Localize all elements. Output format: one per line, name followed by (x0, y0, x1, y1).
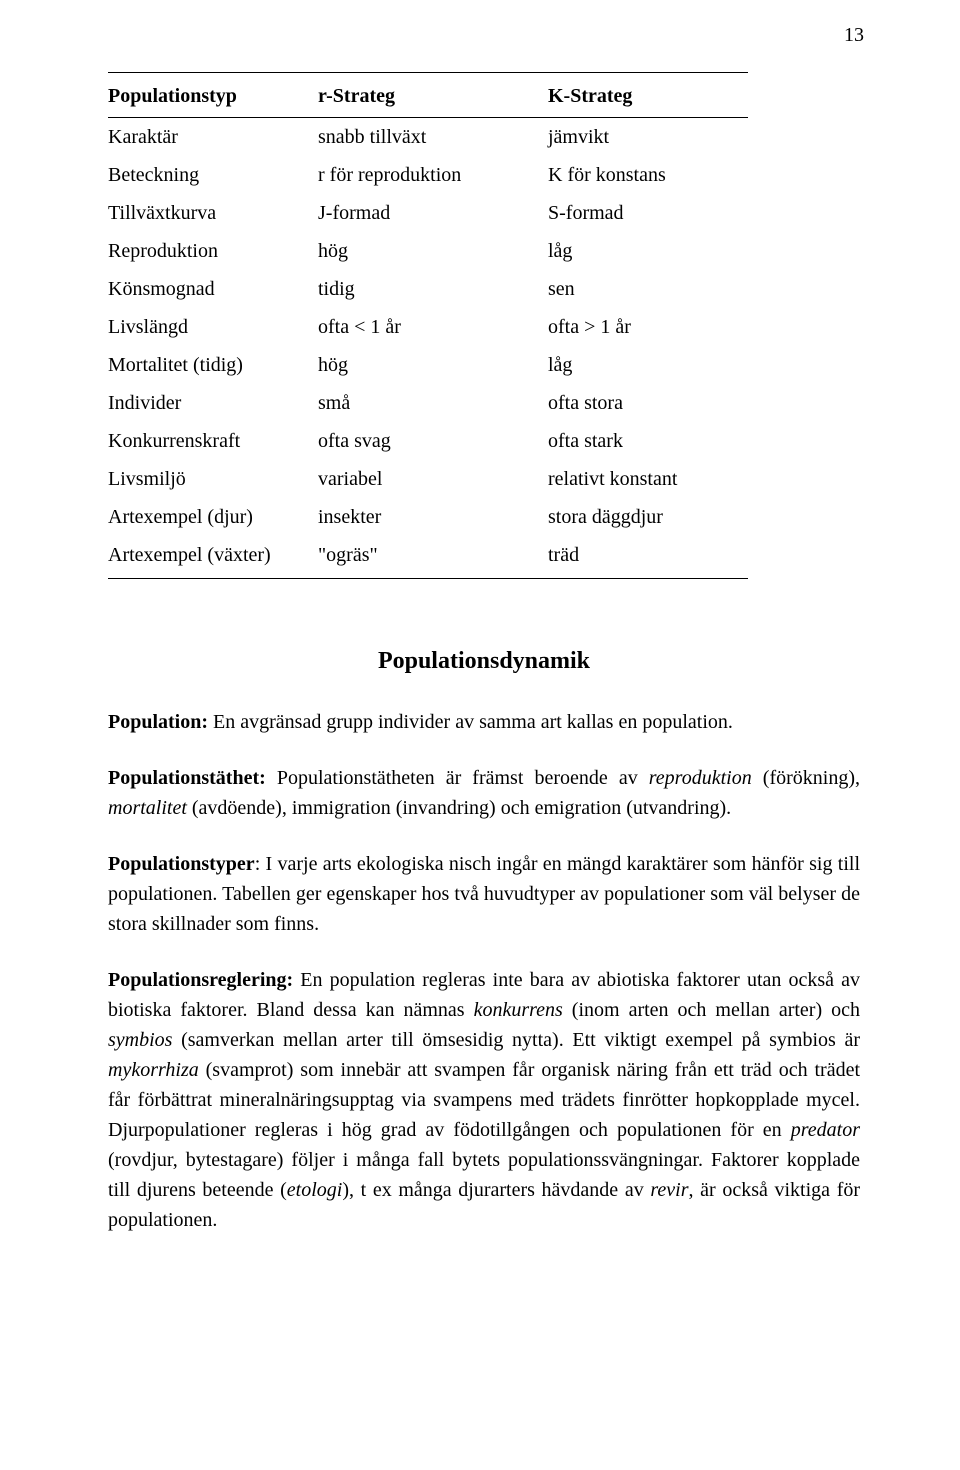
text: En avgränsad grupp individer av samma ar… (208, 711, 733, 733)
table-cell: Artexempel (växter) (108, 536, 318, 579)
table-cell: små (318, 384, 548, 422)
italic: etologi (287, 1179, 343, 1201)
paragraph-regulation: Populationsreglering: En population regl… (108, 965, 860, 1235)
table-cell: Artexempel (djur) (108, 498, 318, 536)
table-cell: "ogräs" (318, 536, 548, 579)
table-cell: ofta stark (548, 422, 748, 460)
section-heading: Populationsdynamik (108, 643, 860, 679)
table-cell: S-formad (548, 194, 748, 232)
text: (avdöende), immigration (invandring) och… (187, 797, 731, 819)
table-cell: J-formad (318, 194, 548, 232)
text: Populationstätheten är främst beroende a… (266, 767, 649, 789)
paragraph-density: Populationstäthet: Populationstätheten ä… (108, 763, 860, 823)
table-cell: K för konstans (548, 156, 748, 194)
italic: reproduktion (649, 767, 752, 789)
text: ), t ex många djurarters hävdande av (342, 1179, 650, 1201)
document-page: 13 Populationstyp r-Strateg K-Strateg Ka… (0, 0, 960, 1470)
paragraph-types: Populationstyper: I varje arts ekologisk… (108, 849, 860, 939)
table-cell: Konkurrenskraft (108, 422, 318, 460)
table-cell: sen (548, 270, 748, 308)
table-row: Artexempel (djur) insekter stora däggdju… (108, 498, 748, 536)
table-cell: låg (548, 232, 748, 270)
italic: symbios (108, 1029, 172, 1051)
table-row: Tillväxtkurva J-formad S-formad (108, 194, 748, 232)
table-cell: Individer (108, 384, 318, 422)
table-row: Mortalitet (tidig) hög låg (108, 346, 748, 384)
page-number: 13 (844, 20, 864, 50)
table-cell: Reproduktion (108, 232, 318, 270)
text: (svamprot) som innebär att svampen får o… (108, 1059, 860, 1141)
table-cell: tidig (318, 270, 548, 308)
table-cell: Livslängd (108, 308, 318, 346)
table-cell: ofta < 1 år (318, 308, 548, 346)
table-row: Konkurrenskraft ofta svag ofta stark (108, 422, 748, 460)
table-cell: Könsmognad (108, 270, 318, 308)
population-table: Populationstyp r-Strateg K-Strateg Karak… (108, 72, 748, 579)
table-cell: Beteckning (108, 156, 318, 194)
table-header-row: Populationstyp r-Strateg K-Strateg (108, 73, 748, 118)
table-cell: Mortalitet (tidig) (108, 346, 318, 384)
text: (samverkan mellan arter till ömsesidig n… (172, 1029, 860, 1051)
table-row: Karaktär snabb tillväxt jämvikt (108, 118, 748, 157)
table-row: Reproduktion hög låg (108, 232, 748, 270)
table-row: Livslängd ofta < 1 år ofta > 1 år (108, 308, 748, 346)
table-cell: låg (548, 346, 748, 384)
italic: predator (791, 1119, 860, 1141)
table-cell: träd (548, 536, 748, 579)
term-density: Populationstäthet: (108, 767, 266, 789)
table-header: K-Strateg (548, 73, 748, 118)
term-types: Populationstyper (108, 853, 255, 875)
table-cell: stora däggdjur (548, 498, 748, 536)
table-header: r-Strateg (318, 73, 548, 118)
text: (inom arten och mellan arter) och (563, 999, 860, 1021)
italic: revir (650, 1179, 688, 1201)
text: (förökning), (752, 767, 860, 789)
table-cell: jämvikt (548, 118, 748, 157)
table-cell: hög (318, 232, 548, 270)
table-cell: ofta > 1 år (548, 308, 748, 346)
table-cell: r för reproduktion (318, 156, 548, 194)
table-row: Könsmognad tidig sen (108, 270, 748, 308)
italic: konkurrens (474, 999, 563, 1021)
table-cell: Tillväxtkurva (108, 194, 318, 232)
table-header: Populationstyp (108, 73, 318, 118)
table-cell: snabb tillväxt (318, 118, 548, 157)
italic: mortalitet (108, 797, 187, 819)
table-row: Artexempel (växter) "ogräs" träd (108, 536, 748, 579)
table-cell: Karaktär (108, 118, 318, 157)
table-cell: ofta stora (548, 384, 748, 422)
table-cell: ofta svag (318, 422, 548, 460)
table-cell: insekter (318, 498, 548, 536)
table-row: Livsmiljö variabel relativt konstant (108, 460, 748, 498)
table-cell: relativt konstant (548, 460, 748, 498)
italic: mykorrhiza (108, 1059, 199, 1081)
term-regulation: Populationsreglering: (108, 969, 293, 991)
table-cell: Livsmiljö (108, 460, 318, 498)
table-cell: variabel (318, 460, 548, 498)
term-population: Population: (108, 711, 208, 733)
paragraph-population: Population: En avgränsad grupp individer… (108, 707, 860, 737)
table-cell: hög (318, 346, 548, 384)
table-row: Individer små ofta stora (108, 384, 748, 422)
table-row: Beteckning r för reproduktion K för kons… (108, 156, 748, 194)
